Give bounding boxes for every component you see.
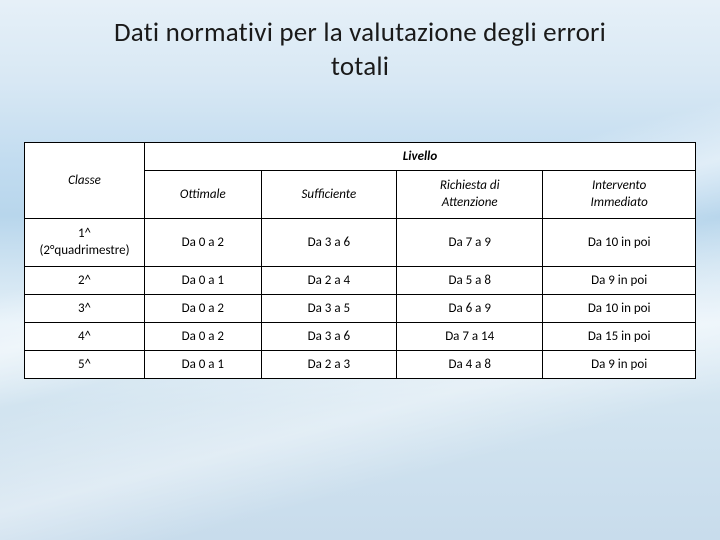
cell-richiesta: Da 7 a 14	[397, 322, 543, 350]
cell-richiesta: Da 5 a 8	[397, 266, 543, 294]
header-classe: Classe	[25, 142, 145, 218]
table-row: 3^ Da 0 a 2 Da 3 a 5 Da 6 a 9 Da 10 in p…	[25, 294, 696, 322]
cell-sufficiente: Da 2 a 4	[261, 266, 396, 294]
normative-table-wrap: Classe Livello Ottimale Sufficiente Rich…	[24, 142, 696, 379]
title-line2: totali	[331, 50, 389, 83]
header-intervento: Intervento Immediato	[543, 170, 696, 218]
cell-sufficiente: Da 3 a 6	[261, 218, 396, 266]
cell-ottimale: Da 0 a 1	[145, 266, 262, 294]
cell-intervento: Da 9 in poi	[543, 350, 696, 378]
cell-classe: 2^	[25, 266, 145, 294]
header-richiesta-l1: Richiesta di	[440, 178, 500, 193]
header-intervento-l1: Intervento	[592, 178, 646, 193]
cell-ottimale: Da 0 a 2	[145, 218, 262, 266]
cell-intervento: Da 15 in poi	[543, 322, 696, 350]
cell-intervento: Da 10 in poi	[543, 294, 696, 322]
cell-richiesta: Da 4 a 8	[397, 350, 543, 378]
cell-classe: 3^	[25, 294, 145, 322]
cell-ottimale: Da 0 a 2	[145, 322, 262, 350]
cell-richiesta: Da 7 a 9	[397, 218, 543, 266]
title-line1: Dati normativi per la valutazione degli …	[114, 16, 606, 49]
table-row: 5^ Da 0 a 1 Da 2 a 3 Da 4 a 8 Da 9 in po…	[25, 350, 696, 378]
cell-richiesta: Da 6 a 9	[397, 294, 543, 322]
cell-sufficiente: Da 3 a 5	[261, 294, 396, 322]
cell-sufficiente: Da 3 a 6	[261, 322, 396, 350]
header-ottimale: Ottimale	[145, 170, 262, 218]
cell-classe: 1^ (2°quadrimestre)	[25, 218, 145, 266]
table-header-row-1: Classe Livello	[25, 142, 696, 170]
cell-classe: 5^	[25, 350, 145, 378]
table-row: 4^ Da 0 a 2 Da 3 a 6 Da 7 a 14 Da 15 in …	[25, 322, 696, 350]
cell-sufficiente: Da 2 a 3	[261, 350, 396, 378]
header-richiesta: Richiesta di Attenzione	[397, 170, 543, 218]
normative-table: Classe Livello Ottimale Sufficiente Rich…	[24, 142, 696, 379]
page-title: Dati normativi per la valutazione degli …	[0, 0, 720, 84]
classe-l2: (2°quadrimestre)	[39, 243, 129, 258]
table-row: 1^ (2°quadrimestre) Da 0 a 2 Da 3 a 6 Da…	[25, 218, 696, 266]
header-sufficiente: Sufficiente	[261, 170, 396, 218]
cell-ottimale: Da 0 a 2	[145, 294, 262, 322]
cell-ottimale: Da 0 a 1	[145, 350, 262, 378]
classe-l1: 1^	[78, 226, 91, 241]
header-intervento-l2: Immediato	[591, 195, 648, 210]
table-row: 2^ Da 0 a 1 Da 2 a 4 Da 5 a 8 Da 9 in po…	[25, 266, 696, 294]
cell-intervento: Da 10 in poi	[543, 218, 696, 266]
header-livello: Livello	[145, 142, 696, 170]
cell-classe: 4^	[25, 322, 145, 350]
cell-intervento: Da 9 in poi	[543, 266, 696, 294]
header-richiesta-l2: Attenzione	[442, 195, 498, 210]
